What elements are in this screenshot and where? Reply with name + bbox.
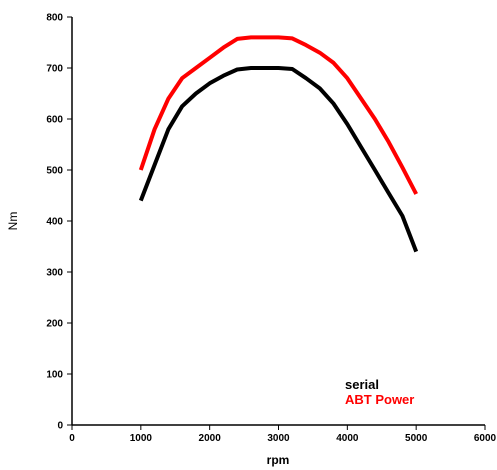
y-tick-label: 500: [46, 166, 63, 177]
x-tick-label: 0: [69, 433, 75, 444]
x-axis-title: rpm: [267, 453, 290, 467]
y-tick-label: 200: [46, 319, 63, 330]
y-tick-label: 0: [57, 421, 63, 432]
y-tick-label: 100: [46, 370, 63, 381]
y-tick-label: 800: [46, 13, 63, 24]
y-axis-title: Nm: [6, 212, 20, 231]
legend-item-serial: serial: [345, 377, 379, 392]
series-layer: [138, 35, 419, 253]
legend-item-abt-power: ABT Power: [345, 392, 414, 407]
x-tick-label: 4000: [336, 433, 359, 444]
x-tick-label: 2000: [199, 433, 222, 444]
x-tick-label: 3000: [267, 433, 290, 444]
y-tick-label: 400: [46, 217, 63, 228]
tick-layer: 0 100 200 300 400 500 600 700 800 0 1000 2000 3000 40…: [46, 13, 496, 445]
y-tick-label: 600: [46, 115, 63, 126]
y-tick-label: 700: [46, 64, 63, 75]
x-tick-label: 5000: [405, 433, 428, 444]
x-tick-label: 6000: [474, 433, 497, 444]
series-line-serial: [138, 66, 419, 253]
axis-layer: [71, 17, 485, 426]
x-tick-label: 1000: [130, 433, 153, 444]
series-line-abt-power: [138, 35, 418, 195]
y-tick-label: 300: [46, 268, 63, 279]
